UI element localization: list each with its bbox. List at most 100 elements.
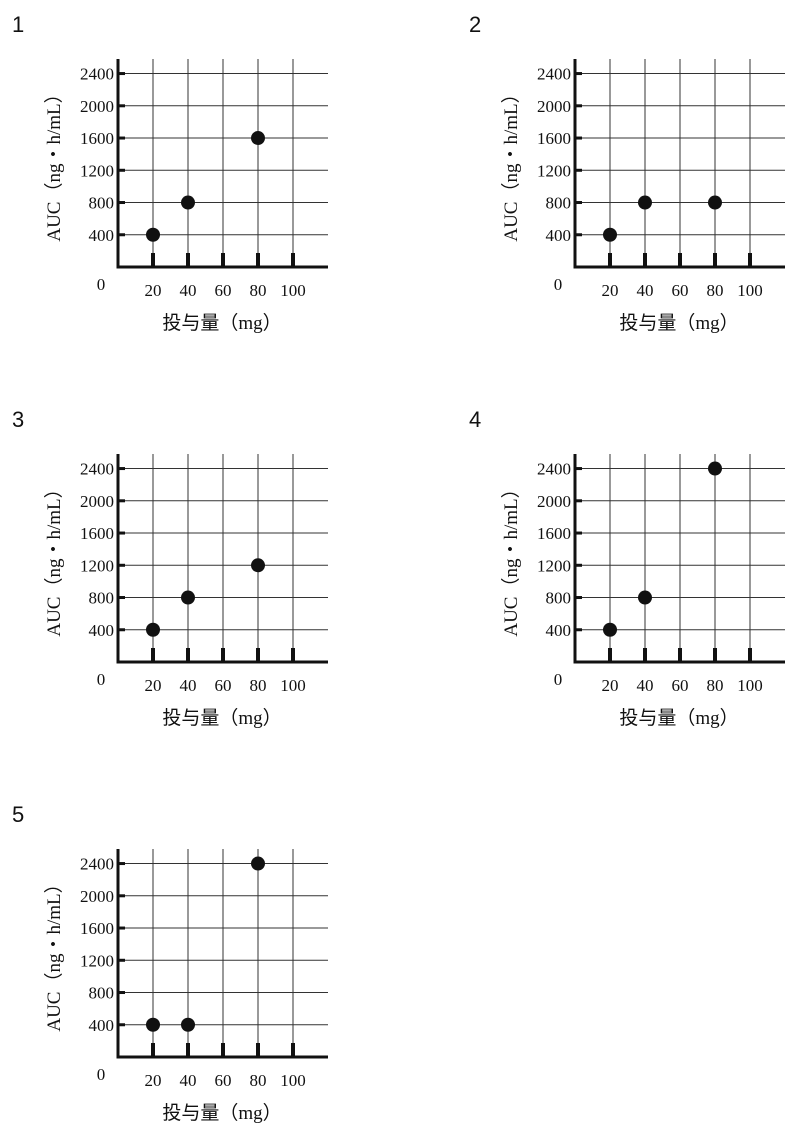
y-tick-label: 2000 <box>80 887 114 906</box>
x-tick-mark <box>186 1043 190 1057</box>
x-tick-label: 100 <box>280 281 306 300</box>
x-tick-label: 80 <box>707 676 724 695</box>
y-axis-title: AUC（ng・h/mL） <box>43 479 65 636</box>
data-point <box>638 590 652 605</box>
scatter-chart-1: 400 800 1200 1600 2000 2400 20 40 60 80 100 0 投与量（mg… <box>43 59 328 334</box>
y-tick-label: 2000 <box>80 97 114 116</box>
x-tick-mark <box>678 253 682 267</box>
y-tick-label: 1600 <box>537 129 571 148</box>
y-axis-title: AUC（ng・h/mL） <box>500 479 522 636</box>
y-tick-label: 1200 <box>80 556 114 575</box>
y-tick-label: 400 <box>89 621 115 640</box>
chart-panel-3: 3 400 800 1200 1600 2000 2400 20 40 60 80 100 0 投与量（… <box>12 407 352 747</box>
panel-number: 5 <box>12 802 25 827</box>
x-tick-mark <box>151 1043 155 1057</box>
y-tick-label: 800 <box>89 194 115 213</box>
x-tick-label: 60 <box>215 281 232 300</box>
y-tick-label: 800 <box>89 984 115 1003</box>
origin-label: 0 <box>97 670 106 689</box>
y-tick-label: 2000 <box>537 492 571 511</box>
panel-number: 3 <box>12 407 25 432</box>
x-tick-label: 20 <box>145 1071 162 1090</box>
x-tick-mark <box>643 253 647 267</box>
y-tick-label: 1600 <box>80 524 114 543</box>
x-tick-mark <box>256 253 260 267</box>
panel-number: 2 <box>469 12 482 37</box>
x-tick-label: 100 <box>737 676 763 695</box>
y-tick-label: 800 <box>546 194 572 213</box>
data-point <box>146 1017 160 1032</box>
scatter-chart-2: 400 800 1200 1600 2000 2400 20 40 60 80 100 0 投与量（mg… <box>500 59 785 334</box>
data-point <box>251 856 265 871</box>
y-tick-label: 2400 <box>537 460 571 479</box>
x-tick-mark <box>151 253 155 267</box>
x-tick-label: 60 <box>215 1071 232 1090</box>
x-tick-mark <box>186 648 190 662</box>
x-tick-mark <box>643 648 647 662</box>
x-tick-mark <box>713 253 717 267</box>
x-tick-label: 20 <box>602 281 619 300</box>
data-point <box>708 195 722 210</box>
x-tick-mark <box>678 648 682 662</box>
data-point <box>146 622 160 637</box>
scatter-chart-3: 400 800 1200 1600 2000 2400 20 40 60 80 100 0 投与量（mg… <box>43 454 328 729</box>
x-tick-label: 40 <box>180 676 197 695</box>
y-tick-label: 2000 <box>80 492 114 511</box>
x-tick-mark <box>608 648 612 662</box>
x-tick-label: 80 <box>250 281 267 300</box>
y-tick-label: 1200 <box>537 161 571 180</box>
x-tick-label: 60 <box>672 281 689 300</box>
origin-label: 0 <box>97 275 106 294</box>
x-axis-title: 投与量（mg） <box>619 707 738 729</box>
y-tick-label: 2000 <box>537 97 571 116</box>
y-tick-label: 1200 <box>80 161 114 180</box>
y-tick-label: 2400 <box>537 65 571 84</box>
y-tick-label: 1200 <box>80 951 114 970</box>
x-tick-label: 100 <box>737 281 763 300</box>
y-axis-title: AUC（ng・h/mL） <box>500 84 522 241</box>
x-tick-label: 20 <box>602 676 619 695</box>
data-point <box>251 558 265 573</box>
y-tick-label: 400 <box>89 226 115 245</box>
y-tick-label: 2400 <box>80 460 114 479</box>
data-point <box>603 227 617 242</box>
data-point <box>603 622 617 637</box>
panel-number: 1 <box>12 12 25 37</box>
y-tick-label: 1600 <box>80 129 114 148</box>
y-tick-label: 800 <box>89 589 115 608</box>
y-tick-label: 1600 <box>537 524 571 543</box>
y-tick-label: 400 <box>89 1016 115 1035</box>
chart-panel-5: 5 400 800 1200 1600 2000 2400 20 40 60 80 100 0 投与量（… <box>12 802 352 1142</box>
x-tick-label: 80 <box>250 1071 267 1090</box>
chart-panel-1: 1 400 800 1200 1600 2000 2400 20 40 60 80 100 0 投与量（… <box>12 12 352 352</box>
y-tick-label: 400 <box>546 621 572 640</box>
x-tick-label: 40 <box>637 676 654 695</box>
panel-number: 4 <box>469 407 482 432</box>
x-tick-mark <box>748 648 752 662</box>
y-tick-label: 2400 <box>80 65 114 84</box>
x-tick-label: 80 <box>250 676 267 695</box>
x-tick-label: 40 <box>637 281 654 300</box>
origin-label: 0 <box>554 670 563 689</box>
x-tick-label: 80 <box>707 281 724 300</box>
x-axis-title: 投与量（mg） <box>162 707 281 729</box>
x-tick-mark <box>186 253 190 267</box>
x-tick-label: 60 <box>215 676 232 695</box>
x-tick-label: 60 <box>672 676 689 695</box>
x-axis-title: 投与量（mg） <box>162 312 281 334</box>
x-tick-mark <box>291 648 295 662</box>
chart-panel-4: 4 400 800 1200 1600 2000 2400 20 40 60 80 100 0 投与量（… <box>469 407 800 747</box>
data-point <box>181 1017 195 1032</box>
x-axis-title: 投与量（mg） <box>619 312 738 334</box>
x-tick-mark <box>151 648 155 662</box>
y-tick-label: 1600 <box>80 919 114 938</box>
origin-label: 0 <box>554 275 563 294</box>
data-point <box>251 131 265 146</box>
x-tick-mark <box>291 1043 295 1057</box>
y-axis-title: AUC（ng・h/mL） <box>43 84 65 241</box>
x-tick-label: 20 <box>145 281 162 300</box>
origin-label: 0 <box>97 1065 106 1084</box>
chart-panel-2: 2 400 800 1200 1600 2000 2400 20 40 60 80 100 0 投与量（… <box>469 12 800 352</box>
x-axis-title: 投与量（mg） <box>162 1102 281 1124</box>
x-tick-label: 100 <box>280 1071 306 1090</box>
